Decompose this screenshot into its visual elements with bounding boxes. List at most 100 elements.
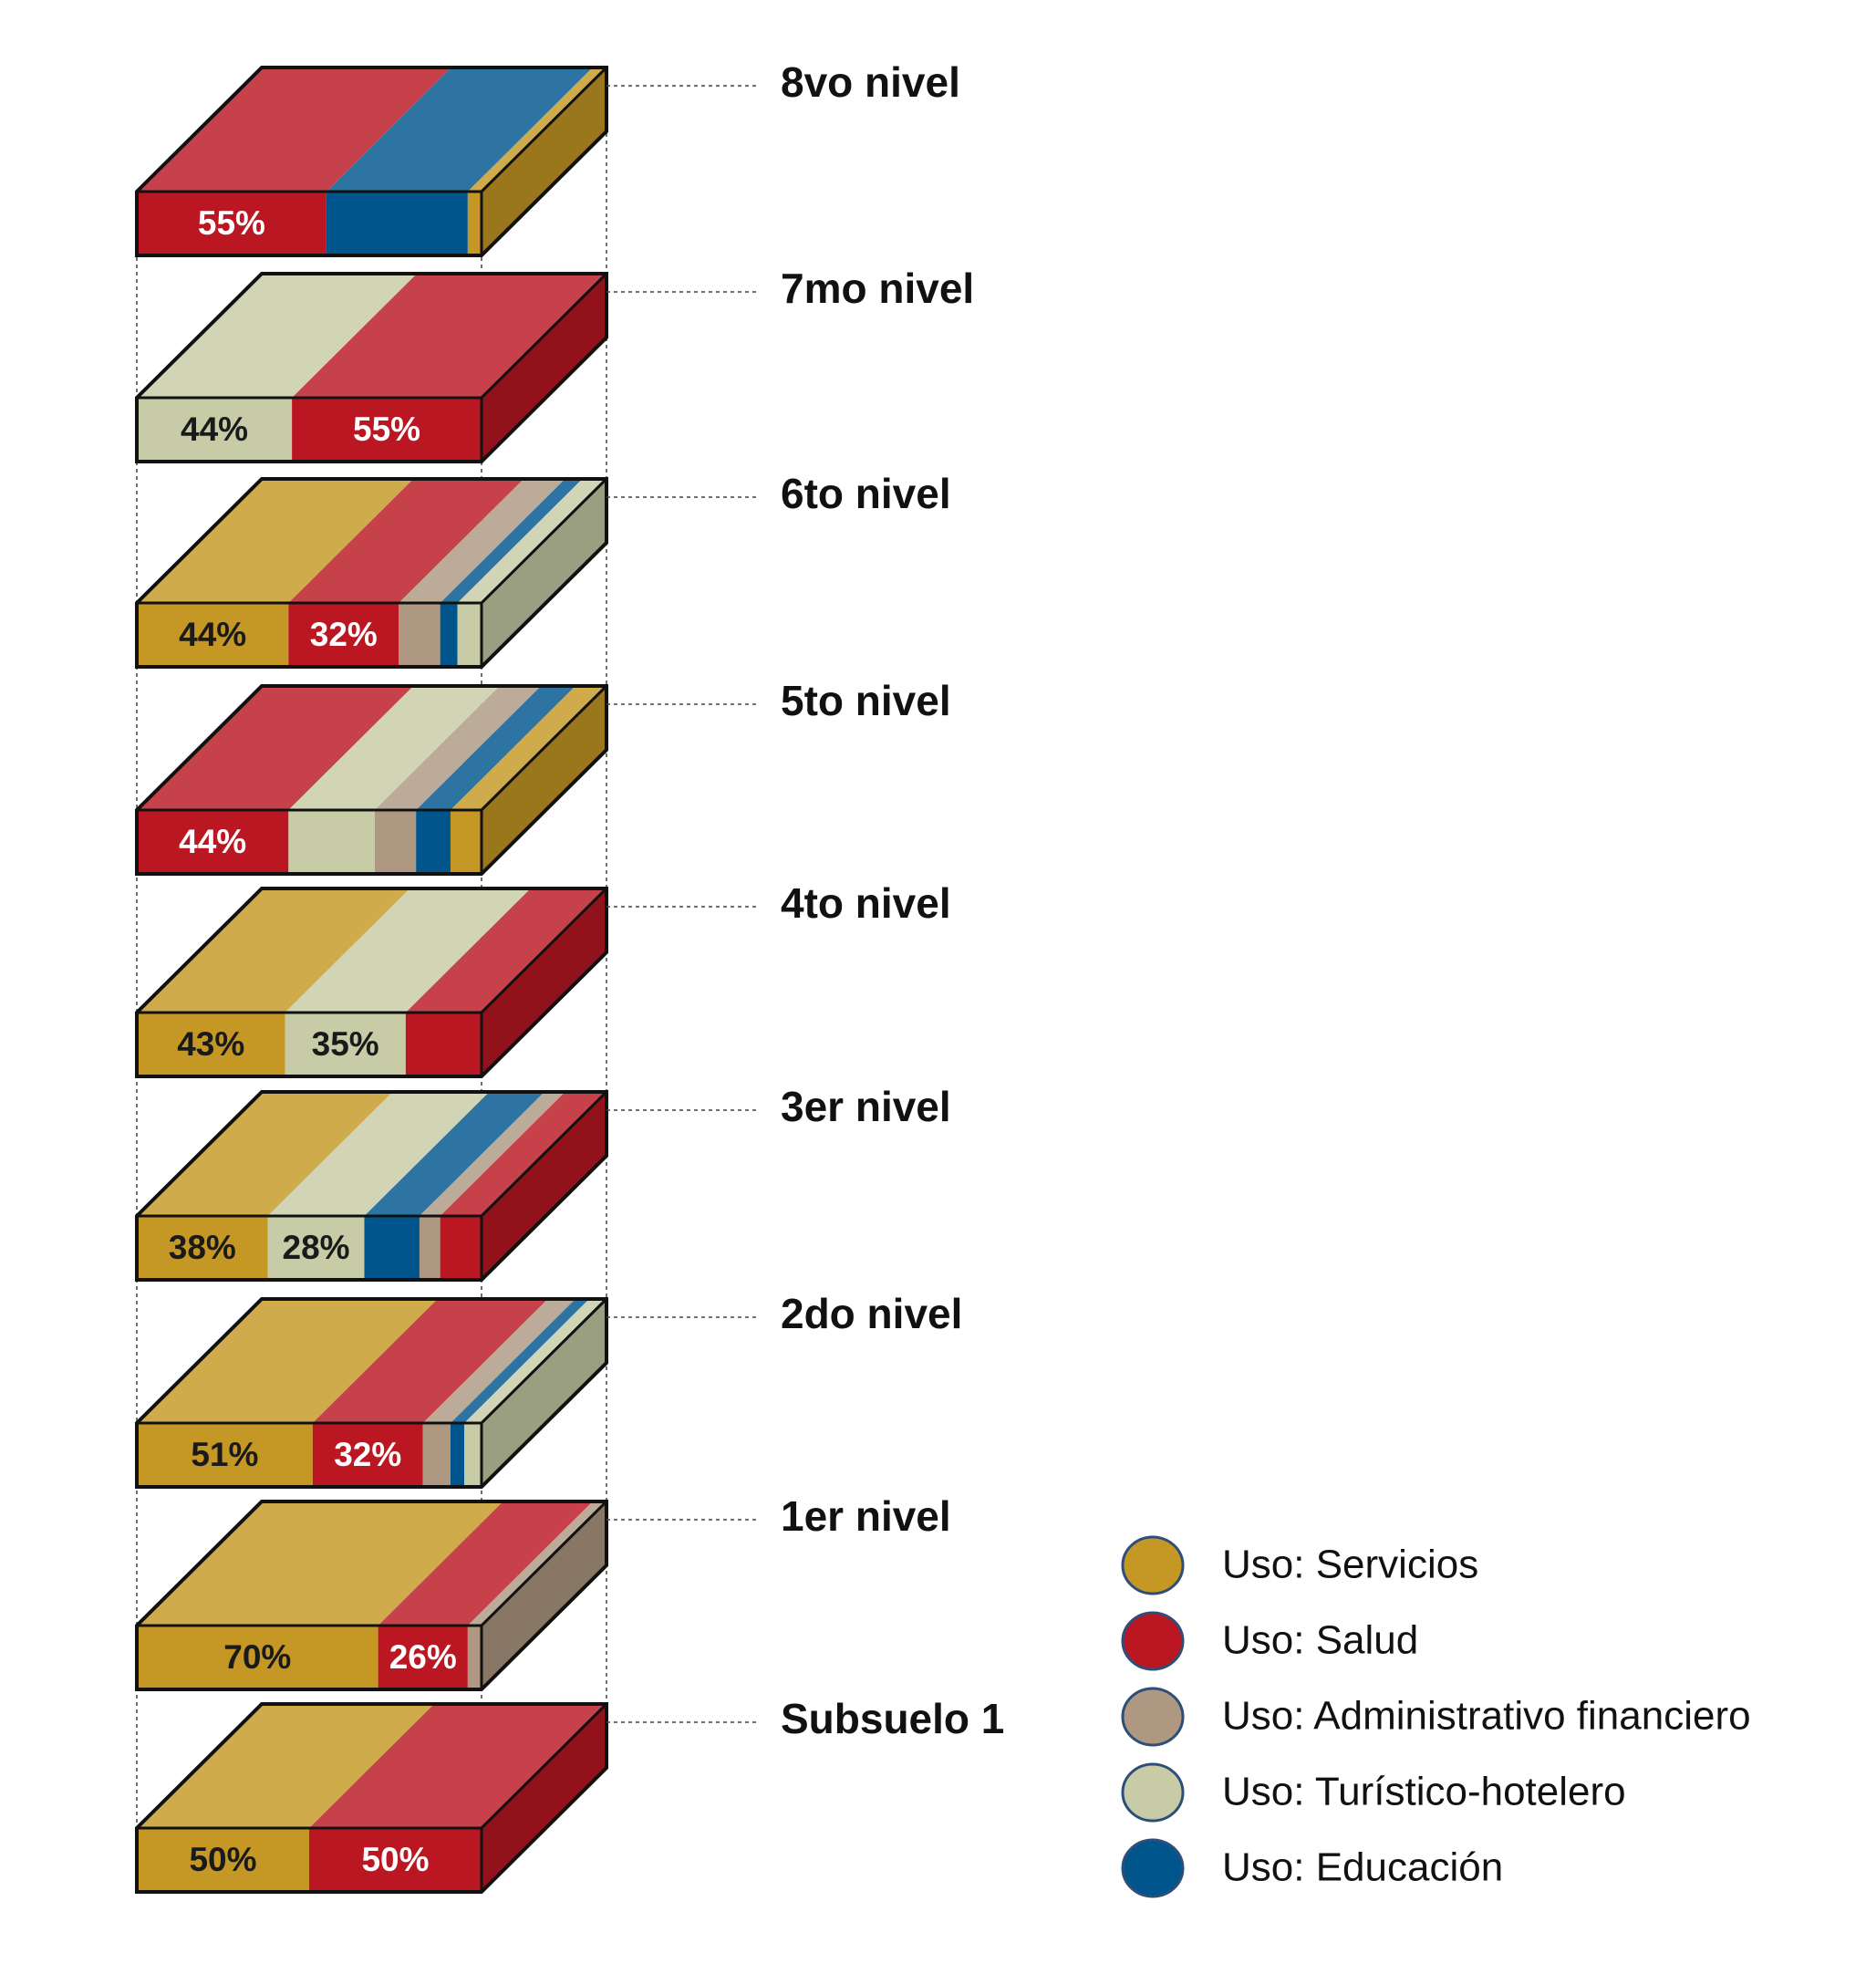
legend-label: Uso: Turístico-hotelero [1222, 1770, 1626, 1814]
top-face-segment [137, 1704, 434, 1828]
legend-swatch [1121, 1687, 1185, 1747]
slab-outline [135, 1500, 608, 1691]
front-face-segment [416, 810, 451, 874]
top-face-segment [137, 888, 410, 1013]
front-face-segment [399, 603, 440, 667]
segment-percent-label: 50% [361, 1841, 429, 1878]
front-face-segment [267, 1216, 365, 1280]
level-name: 4to nivel [781, 879, 951, 927]
segment-percent-label: 51% [191, 1436, 258, 1473]
level-name: 5to nivel [781, 677, 951, 724]
top-face-segment [450, 686, 606, 810]
side-face [482, 68, 606, 255]
legend-item: Uso: Administrativo financiero [1121, 1687, 1751, 1747]
front-face-segment [467, 1626, 482, 1689]
top-face-segment [374, 686, 542, 810]
segment-percent-label: 70% [223, 1638, 291, 1676]
top-face-segment [399, 479, 565, 603]
level-slab: 55% 8vo nivel [135, 58, 960, 257]
side-face [482, 1501, 606, 1689]
top-face-segment [288, 479, 524, 603]
segment-percent-label: 26% [389, 1638, 457, 1676]
legend-label: Uso: Servicios [1222, 1543, 1478, 1587]
top-face-segment [137, 686, 414, 810]
level-slab: 70% 26% 1er nivel [135, 1492, 951, 1691]
front-face-segment [288, 603, 399, 667]
front-face-segment [137, 603, 289, 667]
top-face-segment [440, 1092, 606, 1216]
front-face-segment [440, 1216, 482, 1280]
front-face-segment [450, 810, 482, 874]
top-face-segment [450, 1299, 590, 1423]
top-face-segment [326, 68, 593, 192]
segment-percent-label: 44% [179, 616, 246, 653]
segment-percent-label: 43% [177, 1025, 244, 1063]
top-face-segment [137, 1501, 503, 1626]
segment-percent-label: 32% [334, 1436, 401, 1473]
front-face-segment [309, 1828, 482, 1892]
front-face-segment [137, 1013, 285, 1076]
slab-outline [135, 272, 608, 463]
segment-percent-label: 55% [198, 204, 265, 242]
level-name: 6to nivel [781, 470, 951, 517]
side-face [482, 1704, 606, 1892]
top-face-segment [422, 1299, 575, 1423]
segment-percent-label: 32% [310, 616, 378, 653]
side-face [482, 686, 606, 874]
level-slab: 44% 55% 7mo nivel [135, 265, 974, 463]
top-face-segment [440, 479, 583, 603]
front-face-segment [137, 398, 293, 462]
front-face-segment [326, 192, 468, 255]
level-slab: 38% 28% 3er nivel [135, 1083, 951, 1282]
front-face-segment [450, 1423, 465, 1487]
front-face-segment [137, 1828, 309, 1892]
legend-swatch [1121, 1535, 1185, 1595]
slab-outline [135, 66, 608, 257]
front-face-segment [312, 1423, 423, 1487]
front-face-segment [419, 1216, 440, 1280]
legend-swatch [1121, 1762, 1185, 1823]
slab-outline [135, 684, 608, 876]
front-face-segment [292, 398, 482, 462]
front-face-segment [457, 603, 482, 667]
front-face-segment [137, 1423, 313, 1487]
front-face-segment [137, 192, 326, 255]
top-face-segment [137, 274, 418, 398]
legend-label: Uso: Salud [1222, 1618, 1418, 1663]
legend-label: Uso: Administrativo financiero [1222, 1694, 1751, 1739]
top-face-segment [364, 1092, 544, 1216]
level-slab: 50% 50% Subsuelo 1 [135, 1695, 1004, 1894]
level-name: 7mo nivel [781, 265, 974, 312]
front-face-segment [467, 192, 482, 255]
top-face-segment [292, 274, 606, 398]
top-face-segment [467, 1501, 606, 1626]
top-face-segment [137, 1092, 393, 1216]
legend-item: Uso: Educación [1121, 1838, 1503, 1898]
top-face-segment [267, 1092, 490, 1216]
slab-outline [135, 1297, 608, 1489]
top-face-segment [419, 1092, 565, 1216]
segment-percent-label: 35% [312, 1025, 379, 1063]
front-face-segment [137, 1216, 268, 1280]
front-face-segment [378, 1626, 468, 1689]
level-slab: 44% 5to nivel [135, 677, 951, 876]
legend-swatch [1121, 1838, 1185, 1898]
segment-percent-label: 50% [189, 1841, 256, 1878]
front-face-segment [285, 1013, 406, 1076]
top-face-segment [288, 686, 500, 810]
level-slab: 43% 35% 4to nivel [135, 879, 951, 1078]
slab-outline [135, 477, 608, 669]
legend-label: Uso: Educación [1222, 1845, 1503, 1890]
legend: Uso: Servicios Uso: Salud Uso: Administrat… [1121, 1535, 1751, 1898]
top-face-segment [464, 1299, 606, 1423]
front-face-segment [422, 1423, 451, 1487]
level-name: 1er nivel [781, 1492, 951, 1540]
segment-percent-label: 38% [169, 1229, 236, 1266]
top-face-segment [312, 1299, 548, 1423]
side-face [482, 274, 606, 462]
level-name: 3er nivel [781, 1083, 951, 1130]
top-face-segment [137, 1299, 438, 1423]
legend-item: Uso: Salud [1121, 1611, 1418, 1671]
